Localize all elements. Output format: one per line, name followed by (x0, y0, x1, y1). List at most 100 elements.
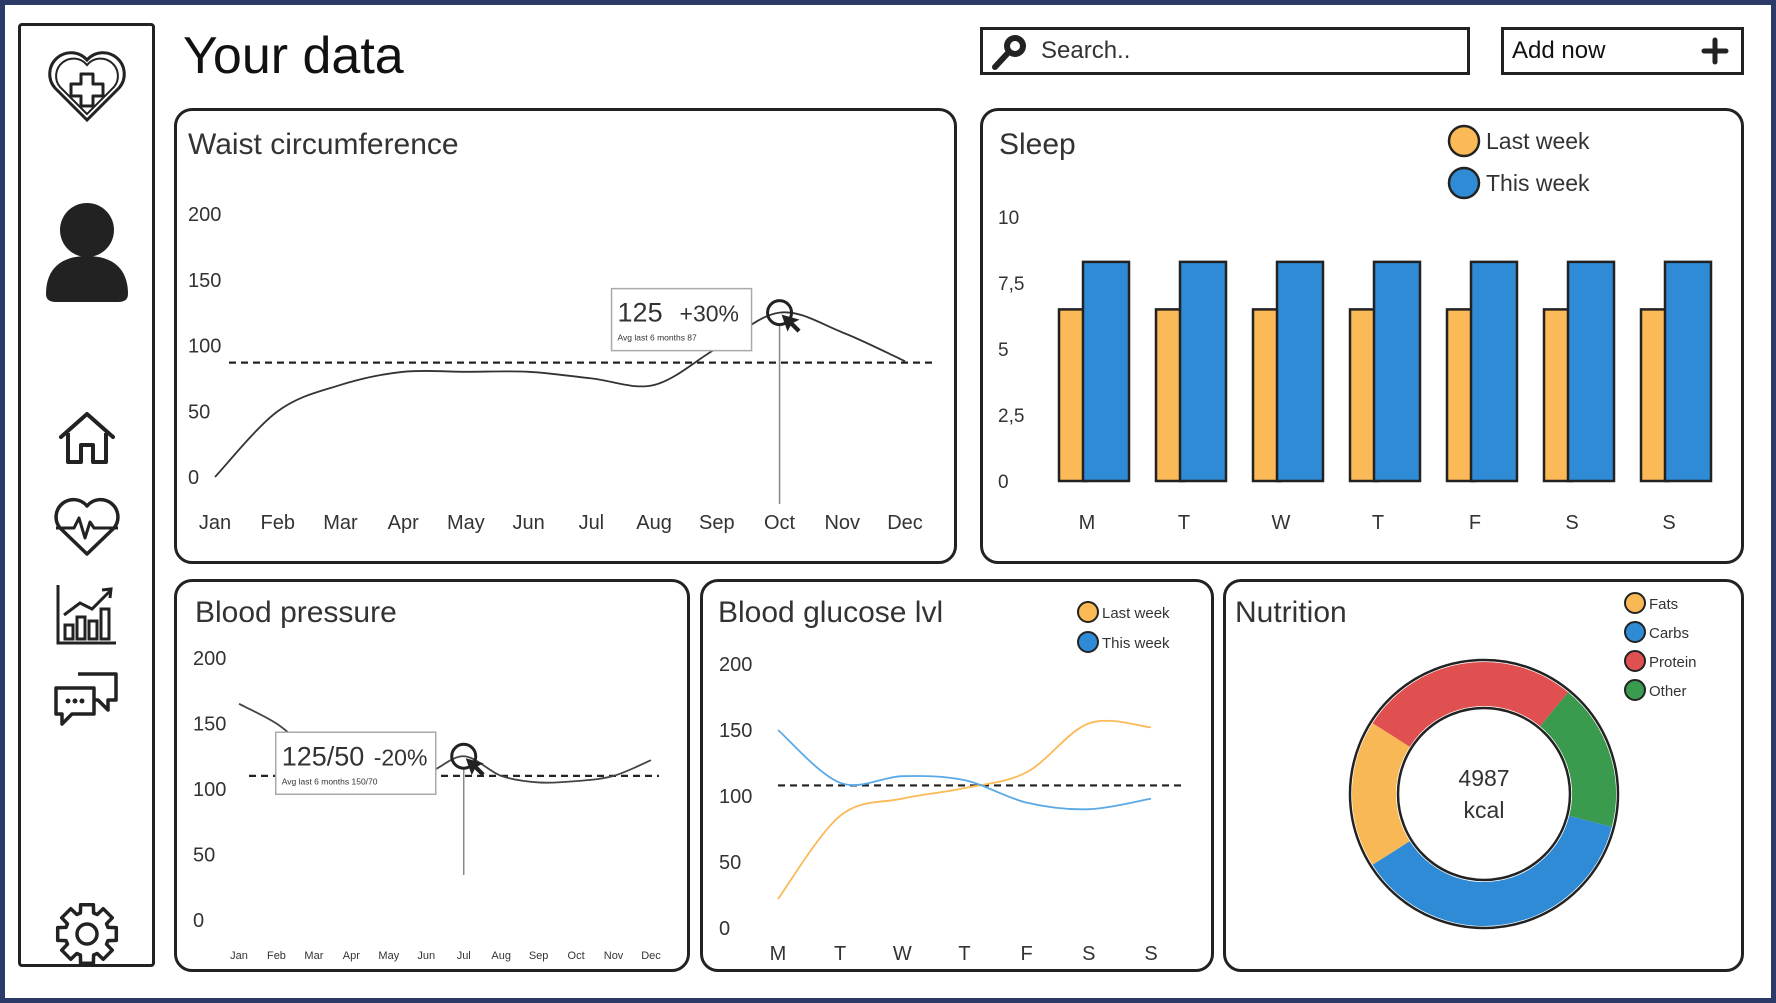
x-tick-label: Nov (604, 950, 624, 962)
x-tick-label: May (378, 950, 399, 962)
y-tick-label: 200 (188, 204, 221, 226)
bar-this-week (1663, 260, 1713, 483)
legend-label: Carbs (1649, 625, 1689, 642)
bar-this-week (1566, 260, 1616, 483)
legend-swatch (1624, 592, 1646, 614)
x-tick-label: T (834, 943, 846, 965)
growth-chart-icon[interactable] (21, 581, 152, 647)
sleep-panel: Sleep Last week This week 0 2,5 5 7,5 10 M T W T F S S (980, 108, 1744, 564)
x-tick-label: Apr (343, 950, 360, 962)
tooltip-box (610, 287, 753, 352)
donut-slice-protein (1372, 662, 1569, 748)
x-tick-label: W (1272, 512, 1291, 534)
x-tick-label: Mar (304, 950, 323, 962)
legend-label: Last week (1486, 128, 1590, 154)
x-tick-label: S (1662, 512, 1675, 534)
donut-slice-fats (1352, 723, 1411, 865)
chart-title: Sleep (999, 128, 1076, 161)
legend-swatch (1624, 650, 1646, 672)
bar-this-week (1081, 260, 1131, 483)
x-tick-label: M (1079, 512, 1096, 534)
add-now-button[interactable]: Add now (1501, 27, 1744, 75)
y-tick-label: 7,5 (998, 274, 1024, 295)
x-tick-label: Oct (764, 512, 796, 534)
x-tick-label: Feb (260, 512, 294, 534)
chart-title: Blood pressure (195, 596, 397, 629)
add-now-label: Add now (1512, 37, 1606, 64)
search-bar[interactable] (980, 27, 1470, 75)
y-tick-label: 5 (998, 340, 1009, 361)
nutrition-panel: Nutrition Fats Carbs Protein Other 4987 kcal (1223, 579, 1744, 972)
heartbeat-icon[interactable] (21, 496, 152, 558)
chart-title: Nutrition (1235, 596, 1347, 629)
x-tick-label: S (1144, 943, 1157, 965)
x-tick-label: Jul (457, 950, 471, 962)
y-tick-label: 50 (719, 852, 741, 874)
y-tick-label: 50 (188, 401, 210, 423)
y-tick-label: 200 (193, 648, 226, 670)
tooltip-value: 125/50 (282, 741, 365, 771)
x-tick-label: Nov (824, 512, 860, 534)
x-tick-label: Aug (491, 950, 511, 962)
y-tick-label: 100 (188, 336, 221, 358)
legend-swatch (1447, 124, 1481, 158)
x-tick-label: T (1178, 512, 1190, 534)
donut-slice-carbs (1372, 815, 1612, 926)
x-tick-label: Apr (388, 512, 419, 534)
y-tick-label: 150 (719, 720, 752, 742)
tooltip-average: Avg last 6 months 87 (618, 333, 697, 343)
x-tick-label: T (1372, 512, 1384, 534)
y-tick-label: 150 (193, 714, 226, 736)
x-tick-label: M (770, 943, 787, 965)
health-logo-icon[interactable] (21, 46, 152, 126)
x-tick-label: Oct (568, 950, 585, 962)
bar-this-week (1469, 260, 1519, 483)
tooltip-change: +30% (680, 301, 739, 327)
legend-label: Other (1649, 683, 1687, 700)
x-tick-label: Mar (323, 512, 358, 534)
gear-outline (55, 902, 118, 966)
blood-pressure-panel: Blood pressure 0 50 100 150 200 Jan Feb Mar Apr Ma… (174, 579, 690, 972)
chart-title: Waist circumference (188, 128, 459, 161)
x-tick-label: Jan (230, 950, 248, 962)
tooltip-change: -20% (374, 744, 428, 770)
x-tick-label: Sep (529, 950, 549, 962)
y-tick-label: 0 (719, 918, 730, 940)
legend-swatch (1624, 679, 1646, 701)
bar-this-week (1178, 260, 1228, 483)
legend-swatch (1077, 601, 1099, 623)
x-tick-label: May (447, 512, 485, 534)
tooltip-box (274, 731, 437, 795)
settings-icon[interactable] (21, 899, 152, 969)
bar-this-week (1372, 260, 1422, 483)
y-tick-label: 0 (193, 910, 204, 932)
y-tick-label: 100 (719, 786, 752, 808)
page-title: Your data (183, 27, 404, 85)
plus-icon (1701, 37, 1729, 65)
x-tick-label: Jun (417, 950, 435, 962)
search-input[interactable] (1039, 36, 1463, 66)
x-tick-label: T (958, 943, 970, 965)
x-tick-label: Jun (513, 512, 545, 534)
cursor-icon (465, 758, 485, 777)
waist-panel: Waist circumference 0 50 100 150 200 Jan Feb Mar… (174, 108, 957, 564)
legend-label: Last week (1102, 605, 1170, 622)
x-tick-label: Dec (641, 950, 661, 962)
x-tick-label: F (1021, 943, 1033, 965)
y-tick-label: 0 (998, 472, 1009, 493)
legend-label: Protein (1649, 654, 1697, 671)
blood-glucose-panel: Blood glucose lvl 0 50 100 150 200 M T W T F S S Last… (700, 579, 1214, 972)
home-icon[interactable] (21, 409, 152, 467)
calories-value: 4987 (1458, 765, 1509, 791)
legend-label: This week (1102, 635, 1170, 652)
series-line-waist (214, 311, 906, 478)
y-tick-label: 50 (193, 845, 215, 867)
chat-icon[interactable] (21, 666, 152, 732)
user-avatar-icon[interactable] (21, 198, 152, 308)
search-icon (992, 35, 1026, 70)
x-tick-label: F (1469, 512, 1481, 534)
x-tick-label: Jul (579, 512, 605, 534)
series-line-this-week (777, 729, 1152, 811)
x-tick-label: Dec (887, 512, 923, 534)
